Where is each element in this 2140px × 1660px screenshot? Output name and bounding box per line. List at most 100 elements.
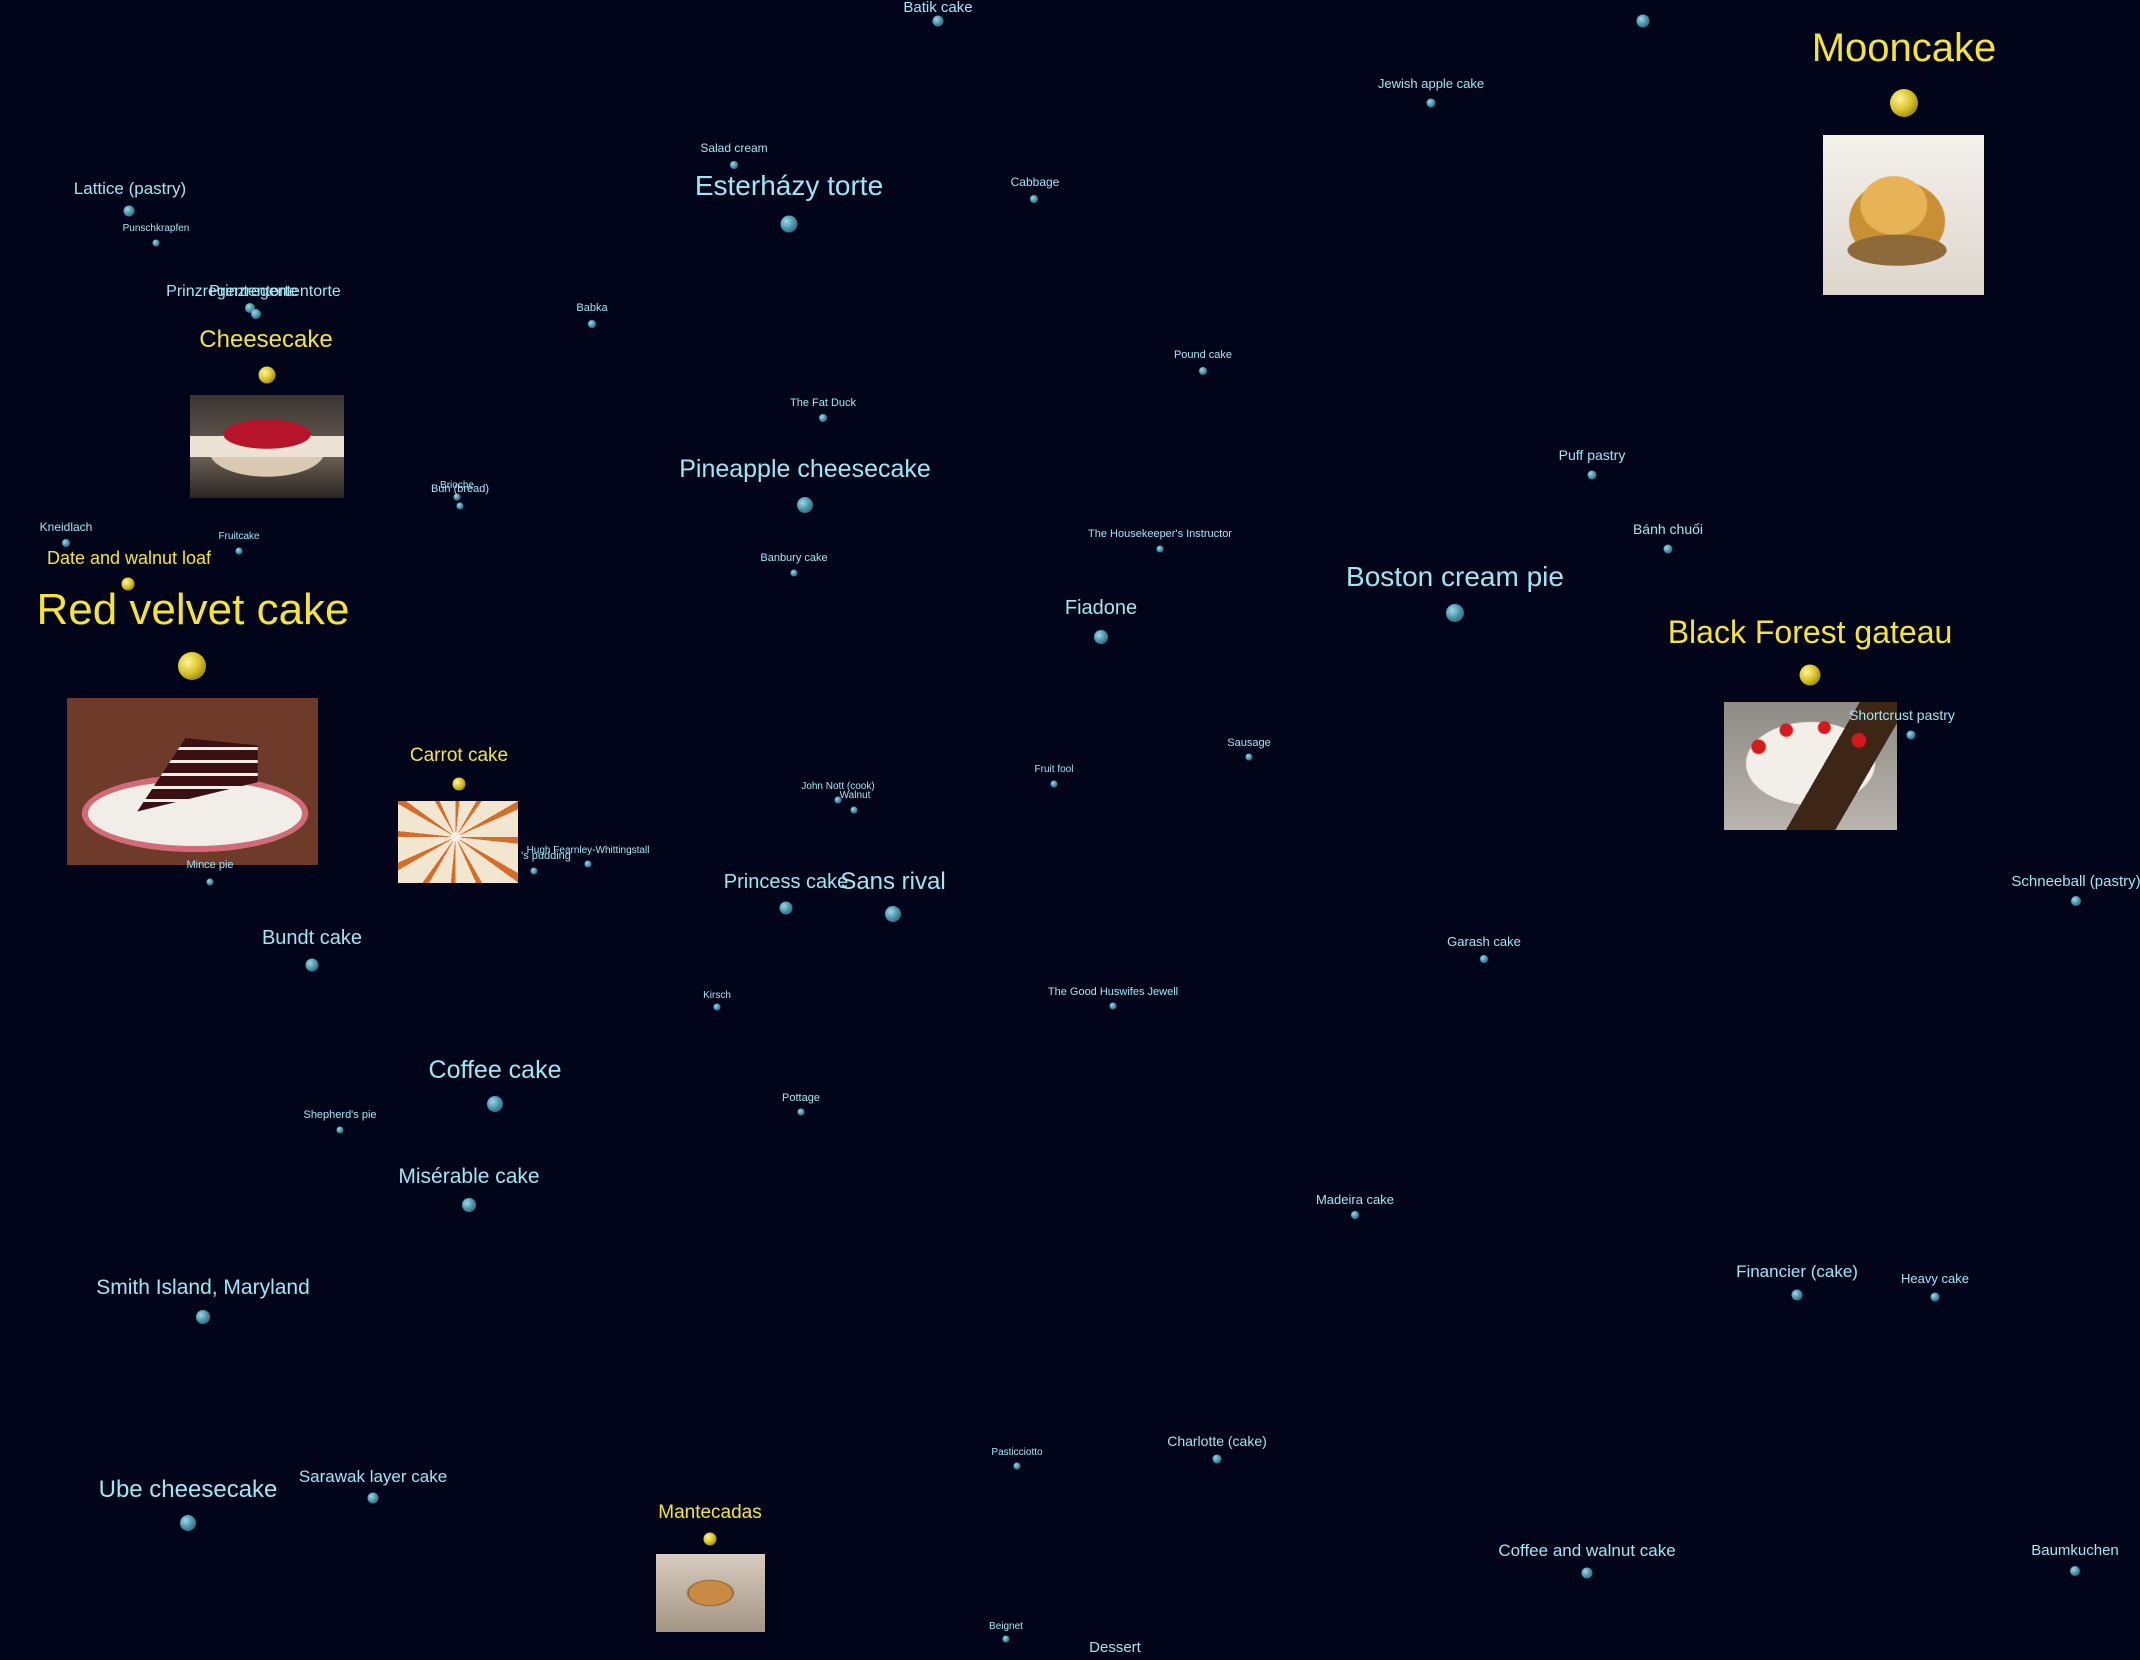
node-sphere[interactable] [834,796,842,804]
node-label[interactable]: Smith Island, Maryland [96,1276,310,1299]
node-sphere[interactable] [367,1492,379,1504]
node-sphere[interactable] [819,414,827,422]
node-thumbnail-black-forest[interactable] [1724,702,1897,830]
node-label[interactable]: Banbury cake [760,552,828,564]
node-label[interactable]: Sausage [1227,737,1271,749]
node-label[interactable]: Lattice (pastry) [73,179,187,198]
node-label[interactable]: Walnut [839,790,871,801]
node-sphere[interactable] [258,366,276,384]
node-sphere[interactable] [1426,98,1436,108]
node-label[interactable]: Cabbage [1010,175,1060,189]
node-sphere[interactable] [2070,1566,2080,1576]
node-label[interactable]: 's pudding [521,850,571,862]
node-sphere[interactable] [530,867,538,875]
node-sphere[interactable] [797,1108,805,1116]
node-label[interactable]: Fruitcake [218,531,260,542]
node-label[interactable]: Shepherd's pie [303,1109,377,1121]
node-sphere[interactable] [1050,780,1058,788]
node-sphere[interactable] [1199,367,1207,375]
node-sphere[interactable] [1636,14,1650,28]
node-label[interactable]: Bánh chuối [1632,521,1704,537]
node-sphere[interactable] [1030,195,1038,203]
node-label[interactable]: Mantecadas [658,1502,762,1523]
node-sphere[interactable] [885,906,901,922]
node-sphere[interactable] [152,239,160,247]
node-label[interactable]: Puff pastry [1558,447,1626,463]
node-thumbnail-carrot-cake[interactable] [398,801,518,883]
node-label[interactable]: Madeira cake [1315,1192,1395,1207]
node-label[interactable]: Pasticciotto [991,1447,1043,1458]
node-label[interactable]: Pound cake [1173,349,1233,361]
node-sphere[interactable] [1587,470,1597,480]
node-label[interactable]: Esterházy torte [694,170,884,201]
node-label[interactable]: Misérable cake [398,1165,540,1188]
node-sphere[interactable] [1890,89,1918,117]
node-sphere[interactable] [850,806,858,814]
node-label[interactable]: Prinzregententorte [166,283,298,300]
node-sphere[interactable] [123,205,135,217]
node-label[interactable]: Financier (cake) [1736,1262,1858,1281]
node-sphere[interactable] [713,1003,721,1011]
node-sphere[interactable] [245,303,255,313]
node-label[interactable]: Red velvet cake [36,585,350,634]
node-sphere[interactable] [1013,1462,1021,1470]
node-label[interactable]: Fiadone [1064,597,1138,619]
node-sphere[interactable] [121,577,135,591]
node-sphere[interactable] [1581,1567,1593,1579]
node-sphere[interactable] [1930,1292,1940,1302]
node-label[interactable]: Cheesecake [199,326,333,353]
node-sphere[interactable] [780,215,798,233]
node-label[interactable]: Pottage [782,1092,820,1104]
node-label[interactable]: Princess cake [723,871,849,893]
node-sphere[interactable] [1109,1002,1117,1010]
node-sphere[interactable] [588,320,596,328]
node-label[interactable]: Charlotte (cake) [1167,1433,1267,1449]
node-label[interactable]: Bun (bread) [430,483,490,495]
node-label[interactable]: Salad cream [700,141,768,155]
node-thumbnail-mooncake[interactable] [1823,135,1984,295]
node-label[interactable]: Schneeball (pastry) [2011,873,2140,890]
node-sphere[interactable] [180,1515,196,1531]
node-sphere[interactable] [1663,544,1673,554]
node-sphere[interactable] [235,547,243,555]
node-sphere[interactable] [779,901,793,915]
node-sphere[interactable] [452,777,466,791]
node-sphere[interactable] [196,1310,210,1324]
node-sphere[interactable] [1480,955,1488,963]
node-sphere[interactable] [1791,1289,1803,1301]
node-sphere[interactable] [336,1126,344,1134]
node-sphere[interactable] [1799,664,1821,686]
node-label[interactable]: The Housekeeper's Instructor [1088,528,1232,540]
node-label[interactable]: Sarawak layer cake [298,1467,448,1486]
node-sphere[interactable] [1245,753,1253,761]
node-label[interactable]: Boston cream pie [1346,561,1564,592]
node-sphere[interactable] [1002,1635,1010,1643]
node-label[interactable]: Ube cheesecake [98,1476,278,1503]
node-label[interactable]: Sans rival [840,868,946,895]
node-label[interactable]: Brioche [440,480,474,491]
node-sphere[interactable] [584,860,592,868]
node-label[interactable]: Dessert [1089,1639,1141,1656]
node-label[interactable]: Garash cake [1447,934,1521,949]
node-sphere[interactable] [62,539,70,547]
node-label[interactable]: Heavy cake [1901,1271,1969,1286]
node-label[interactable]: The Fat Duck [789,397,857,409]
node-label[interactable]: Baumkuchen [2031,1542,2119,1559]
node-sphere[interactable] [1212,1454,1222,1464]
node-sphere[interactable] [1351,1211,1359,1219]
node-sphere[interactable] [1094,630,1108,644]
node-sphere[interactable] [178,652,206,680]
node-label[interactable]: Shortcrust pastry [1849,707,1955,723]
node-label[interactable]: Carrot cake [409,745,509,766]
node-label[interactable]: Coffee cake [428,1056,562,1084]
node-sphere[interactable] [932,15,944,27]
node-label[interactable]: The Good Huswifes Jewell [1047,986,1179,998]
node-label[interactable]: Prinzregententorte [209,283,341,300]
node-sphere[interactable] [453,493,461,501]
node-label[interactable]: Jewish apple cake [1377,76,1485,91]
node-sphere[interactable] [456,502,464,510]
node-sphere[interactable] [305,958,319,972]
node-sphere[interactable] [206,878,214,886]
node-thumbnail-mantecadas[interactable] [656,1554,765,1632]
